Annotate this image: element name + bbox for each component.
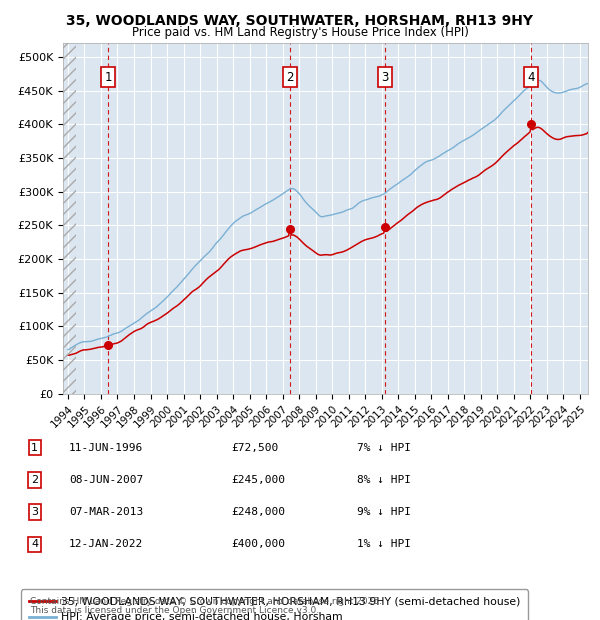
Text: Price paid vs. HM Land Registry's House Price Index (HPI): Price paid vs. HM Land Registry's House … [131, 26, 469, 39]
Text: 2: 2 [286, 71, 293, 84]
Text: £400,000: £400,000 [231, 539, 285, 549]
Text: 08-JUN-2007: 08-JUN-2007 [69, 475, 143, 485]
Text: £72,500: £72,500 [231, 443, 278, 453]
Text: 12-JAN-2022: 12-JAN-2022 [69, 539, 143, 549]
Legend: 35, WOODLANDS WAY, SOUTHWATER, HORSHAM, RH13 9HY (semi-detached house), HPI: Ave: 35, WOODLANDS WAY, SOUTHWATER, HORSHAM, … [21, 590, 528, 620]
Text: 2: 2 [31, 475, 38, 485]
Text: 1% ↓ HPI: 1% ↓ HPI [357, 539, 411, 549]
Text: £248,000: £248,000 [231, 507, 285, 517]
Text: 11-JUN-1996: 11-JUN-1996 [69, 443, 143, 453]
Text: 1: 1 [31, 443, 38, 453]
Text: £245,000: £245,000 [231, 475, 285, 485]
Text: 35, WOODLANDS WAY, SOUTHWATER, HORSHAM, RH13 9HY: 35, WOODLANDS WAY, SOUTHWATER, HORSHAM, … [67, 14, 533, 28]
Text: 7% ↓ HPI: 7% ↓ HPI [357, 443, 411, 453]
Text: 4: 4 [31, 539, 38, 549]
Text: 8% ↓ HPI: 8% ↓ HPI [357, 475, 411, 485]
Text: 4: 4 [527, 71, 535, 84]
Text: This data is licensed under the Open Government Licence v3.0.: This data is licensed under the Open Gov… [30, 606, 319, 615]
Text: 3: 3 [31, 507, 38, 517]
Text: 3: 3 [381, 71, 388, 84]
Text: 1: 1 [104, 71, 112, 84]
Text: 9% ↓ HPI: 9% ↓ HPI [357, 507, 411, 517]
Text: Contains HM Land Registry data © Crown copyright and database right 2025.: Contains HM Land Registry data © Crown c… [30, 597, 382, 606]
Text: 07-MAR-2013: 07-MAR-2013 [69, 507, 143, 517]
Bar [63, 43, 76, 394]
